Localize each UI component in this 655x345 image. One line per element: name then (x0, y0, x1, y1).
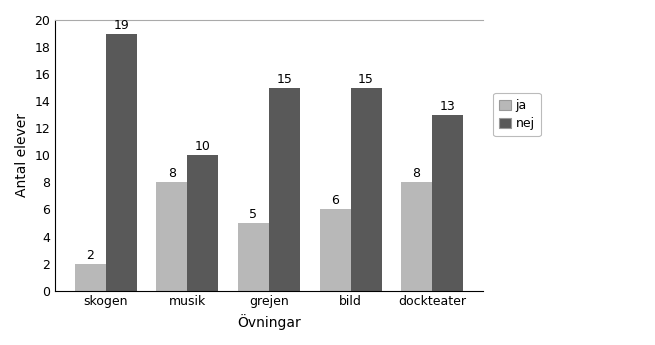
Bar (269, 88, 300, 290)
Text: 2: 2 (86, 248, 94, 262)
Bar (105, 33, 137, 290)
Legend: ja, nej: ja, nej (493, 93, 541, 137)
Text: 19: 19 (113, 19, 129, 31)
Text: 15: 15 (276, 73, 292, 86)
Bar (432, 115, 463, 290)
Bar (157, 183, 187, 290)
Text: 5: 5 (250, 208, 257, 221)
Text: 13: 13 (440, 100, 455, 113)
Bar (187, 155, 218, 290)
Bar (238, 223, 269, 290)
Bar (320, 209, 350, 290)
Y-axis label: Antal elever: Antal elever (15, 113, 29, 197)
Bar (350, 88, 381, 290)
Text: 8: 8 (168, 167, 176, 180)
Text: 8: 8 (413, 167, 421, 180)
Text: 6: 6 (331, 195, 339, 207)
Text: 10: 10 (195, 140, 211, 153)
Bar (75, 264, 105, 290)
Text: 15: 15 (358, 73, 374, 86)
Bar (401, 183, 432, 290)
X-axis label: Övningar: Övningar (237, 314, 301, 330)
